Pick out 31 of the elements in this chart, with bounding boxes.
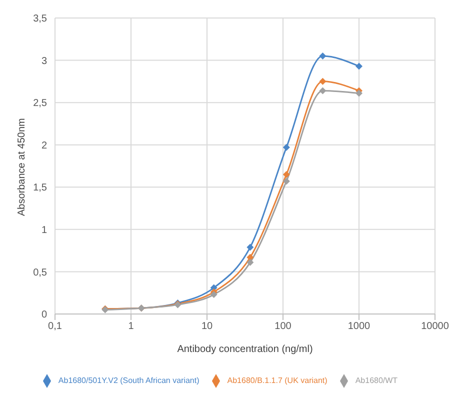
point (319, 52, 326, 60)
x-tick-label: 0,1 (48, 321, 62, 332)
point (210, 291, 218, 298)
point (246, 254, 254, 261)
y-tick-label: 1 (41, 224, 48, 236)
x-tick-label: 100 (274, 321, 292, 332)
point (356, 62, 362, 70)
point (319, 78, 326, 85)
y-tick-label: 2 (41, 140, 48, 152)
point (246, 258, 254, 266)
y-tick-label: 0 (41, 310, 48, 321)
y-tick-label: 2,5 (33, 98, 48, 110)
point (246, 244, 254, 251)
legend-label: Ab1680/B.1.1.7 (UK variant) (227, 376, 328, 386)
x-tick-label: 10000 (421, 321, 450, 332)
legend-label: Ab1680/WT (355, 376, 398, 386)
x-tick-label: 10 (201, 321, 213, 332)
legend-label: Ab1680/501Y.V2 (South African variant) (58, 376, 200, 386)
y-axis-title: Absorbance at 450nm (16, 118, 28, 216)
y-tick-label: 0,5 (33, 267, 48, 278)
y-tick-label: 3,5 (33, 14, 48, 25)
point (282, 170, 290, 178)
point (282, 144, 290, 151)
y-tick-label: 1,5 (33, 182, 48, 194)
y-tick-label: 3 (41, 56, 48, 67)
x-tick-label: 1000 (348, 321, 371, 332)
point (282, 178, 290, 185)
x-axis-title: Antibody concentration (ng/ml) (177, 344, 313, 355)
point (356, 90, 362, 97)
x-tick-label: 1 (128, 321, 134, 332)
point (319, 87, 326, 94)
